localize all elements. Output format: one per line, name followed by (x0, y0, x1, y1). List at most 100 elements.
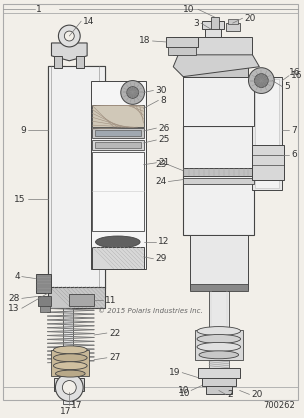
Bar (63, 390, 73, 404)
Text: 21: 21 (158, 158, 170, 167)
Text: 22: 22 (109, 329, 120, 337)
Bar (95, 142, 140, 148)
Bar (205, 29, 221, 37)
Bar (63, 363, 73, 390)
Bar (209, 291, 229, 346)
Circle shape (58, 25, 80, 47)
Text: 6: 6 (291, 150, 297, 159)
Bar (92, 128, 143, 138)
Circle shape (127, 87, 139, 98)
Text: 3: 3 (193, 19, 199, 28)
Text: 19: 19 (169, 368, 180, 377)
Bar (183, 67, 247, 76)
Circle shape (55, 374, 83, 401)
Bar (209, 360, 229, 368)
Bar (95, 130, 140, 136)
Bar (54, 377, 84, 391)
Text: 10: 10 (182, 5, 194, 14)
Text: 28: 28 (9, 294, 20, 303)
Bar (87, 66, 105, 288)
Bar (190, 235, 247, 290)
Bar (92, 105, 143, 127)
Bar (92, 140, 143, 150)
Text: 8: 8 (161, 96, 166, 105)
Text: 14: 14 (83, 17, 95, 25)
Text: 1: 1 (36, 5, 41, 14)
Bar (47, 66, 65, 288)
Bar (76, 56, 84, 68)
Text: 4: 4 (14, 272, 20, 281)
Bar (202, 377, 236, 387)
Bar (40, 306, 50, 312)
Ellipse shape (54, 354, 87, 362)
Bar (211, 17, 219, 29)
Text: 20: 20 (251, 390, 263, 399)
Bar (255, 79, 279, 189)
Ellipse shape (55, 370, 85, 377)
Bar (206, 387, 232, 395)
Bar (190, 283, 247, 291)
Text: 16: 16 (289, 68, 301, 77)
Bar (69, 294, 94, 306)
Bar (252, 145, 284, 180)
Bar (198, 368, 240, 377)
Text: 27: 27 (109, 353, 120, 362)
Ellipse shape (199, 351, 239, 359)
Text: 13: 13 (8, 304, 20, 313)
Text: 29: 29 (155, 254, 167, 263)
Text: 18: 18 (139, 36, 150, 46)
Text: 23: 23 (155, 160, 166, 169)
Bar (173, 37, 252, 55)
Text: 11: 11 (105, 296, 116, 305)
Ellipse shape (197, 334, 240, 344)
Bar (91, 81, 146, 269)
Text: 24: 24 (155, 177, 166, 186)
Bar (252, 76, 282, 191)
Polygon shape (173, 55, 259, 76)
Text: 16: 16 (291, 71, 302, 80)
Text: 2: 2 (228, 390, 233, 399)
Bar (38, 296, 51, 306)
Bar (202, 21, 224, 29)
Text: 10: 10 (178, 389, 190, 398)
Circle shape (121, 81, 144, 104)
Bar (63, 308, 73, 363)
Bar (226, 23, 240, 31)
Circle shape (62, 380, 76, 395)
Bar (47, 66, 105, 288)
Text: 12: 12 (158, 237, 170, 247)
Bar (47, 286, 105, 308)
Text: © 2015 Polaris Industries Inc.: © 2015 Polaris Industries Inc. (98, 308, 203, 314)
Text: 17: 17 (71, 401, 83, 410)
Text: 30: 30 (155, 86, 167, 95)
Ellipse shape (95, 236, 140, 248)
Bar (178, 55, 247, 67)
Circle shape (248, 68, 274, 94)
Bar (51, 350, 89, 376)
Text: 25: 25 (158, 135, 170, 145)
Text: 20: 20 (244, 14, 256, 23)
Text: 700262: 700262 (263, 401, 295, 410)
Text: 15: 15 (14, 195, 26, 204)
Text: 10: 10 (178, 386, 189, 395)
Bar (36, 274, 51, 293)
Bar (213, 368, 225, 385)
Bar (228, 19, 238, 24)
Ellipse shape (197, 342, 240, 352)
Bar (183, 76, 254, 126)
Circle shape (64, 31, 74, 41)
Text: 5: 5 (284, 82, 290, 91)
Bar (166, 37, 198, 47)
Bar (92, 152, 143, 231)
Bar (183, 168, 254, 176)
Circle shape (254, 74, 268, 87)
Bar (183, 126, 254, 235)
Text: 7: 7 (291, 125, 297, 135)
Ellipse shape (54, 362, 87, 370)
Bar (54, 56, 62, 68)
Bar (183, 178, 254, 184)
Text: 17: 17 (60, 407, 71, 416)
Bar (195, 330, 243, 360)
Ellipse shape (197, 326, 240, 336)
Bar (92, 247, 143, 269)
